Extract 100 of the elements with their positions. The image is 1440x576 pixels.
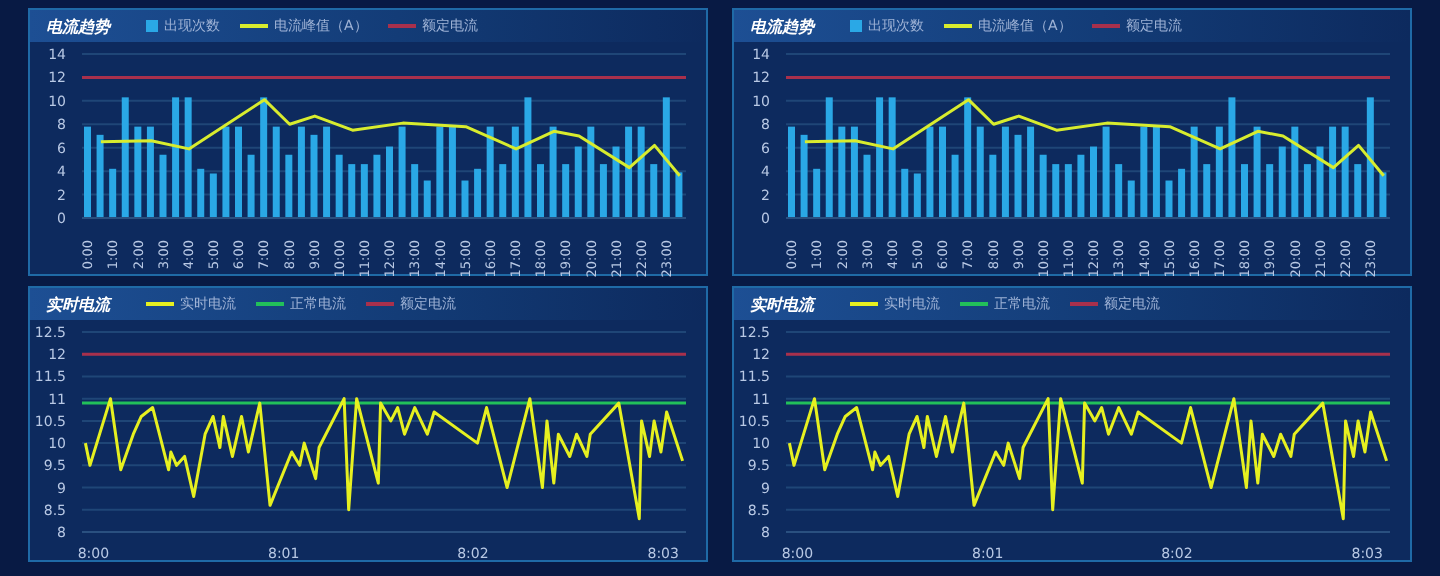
bar <box>524 97 532 218</box>
bar <box>209 173 217 218</box>
chart-title: 电流趋势 <box>750 15 814 37</box>
bar <box>650 164 658 218</box>
bar <box>1253 126 1261 218</box>
bar <box>1001 126 1009 218</box>
bar <box>486 126 494 218</box>
bar <box>348 164 356 218</box>
bar <box>184 97 192 218</box>
bar <box>448 126 456 218</box>
bar <box>888 97 896 218</box>
bar <box>901 168 909 218</box>
bar <box>499 164 507 218</box>
bar <box>121 97 129 218</box>
bar <box>285 154 293 218</box>
bar <box>96 134 104 218</box>
bar <box>838 126 846 218</box>
chart-title: 实时电流 <box>750 293 814 315</box>
bar <box>1102 126 1110 218</box>
bar <box>398 126 406 218</box>
bar <box>360 164 368 218</box>
bar <box>197 168 205 218</box>
bar <box>1027 126 1035 218</box>
bar <box>423 180 431 218</box>
bar <box>1140 126 1148 218</box>
bar <box>976 126 984 218</box>
bar <box>863 154 871 218</box>
chart-title: 电流趋势 <box>46 15 110 37</box>
bar <box>461 180 469 218</box>
bar <box>474 168 482 218</box>
bar <box>1366 97 1374 218</box>
bar <box>222 126 230 218</box>
bar <box>1303 164 1311 218</box>
bar <box>549 126 557 218</box>
bar <box>310 134 318 218</box>
bar <box>84 126 91 218</box>
bar <box>1039 154 1047 218</box>
bar <box>574 146 582 218</box>
bar <box>109 168 117 218</box>
chart-title: 实时电流 <box>46 293 110 315</box>
bar <box>1127 180 1135 218</box>
bar <box>146 126 154 218</box>
bar <box>1165 180 1173 218</box>
line-series <box>803 98 1386 178</box>
bar <box>587 126 595 218</box>
bar <box>662 97 670 218</box>
bar <box>788 126 795 218</box>
bar <box>612 146 620 218</box>
bar <box>1190 126 1198 218</box>
bar <box>159 154 167 218</box>
bar <box>537 164 544 218</box>
bar <box>1215 126 1223 218</box>
bar <box>1329 126 1337 218</box>
bar <box>373 154 381 218</box>
bar <box>1178 168 1186 218</box>
bar <box>1077 154 1085 218</box>
bar <box>297 126 305 218</box>
bar <box>964 97 972 218</box>
bar <box>134 126 142 218</box>
line-series <box>787 397 1389 521</box>
bar <box>436 126 444 218</box>
bar <box>260 97 268 218</box>
bar <box>989 154 997 218</box>
bar <box>1341 126 1349 218</box>
bar <box>247 154 255 218</box>
bar <box>939 126 946 218</box>
bar <box>1014 134 1022 218</box>
bar <box>675 172 683 218</box>
bar <box>1052 164 1060 218</box>
bar <box>1266 164 1274 218</box>
bar <box>850 126 858 218</box>
bar <box>625 126 633 218</box>
bar <box>876 97 884 218</box>
bar <box>1278 146 1286 218</box>
bar <box>637 126 645 218</box>
bar <box>1115 164 1123 218</box>
bar <box>1316 146 1324 218</box>
line-series <box>99 98 682 178</box>
bar <box>386 146 393 218</box>
bar <box>825 97 833 218</box>
bar <box>1241 164 1248 218</box>
bar <box>335 154 343 218</box>
bar <box>1152 126 1160 218</box>
bar <box>800 134 808 218</box>
bar <box>926 126 934 218</box>
bar <box>1228 97 1236 218</box>
bar <box>1090 146 1097 218</box>
bar <box>951 154 959 218</box>
bar <box>1354 164 1362 218</box>
bar <box>172 97 180 218</box>
bar <box>599 164 607 218</box>
bar <box>1291 126 1299 218</box>
bar <box>272 126 280 218</box>
bar <box>562 164 570 218</box>
bar <box>1379 172 1387 218</box>
bar <box>1203 164 1211 218</box>
bar <box>1064 164 1072 218</box>
bar <box>235 126 242 218</box>
line-series <box>83 397 685 521</box>
bar <box>813 168 821 218</box>
